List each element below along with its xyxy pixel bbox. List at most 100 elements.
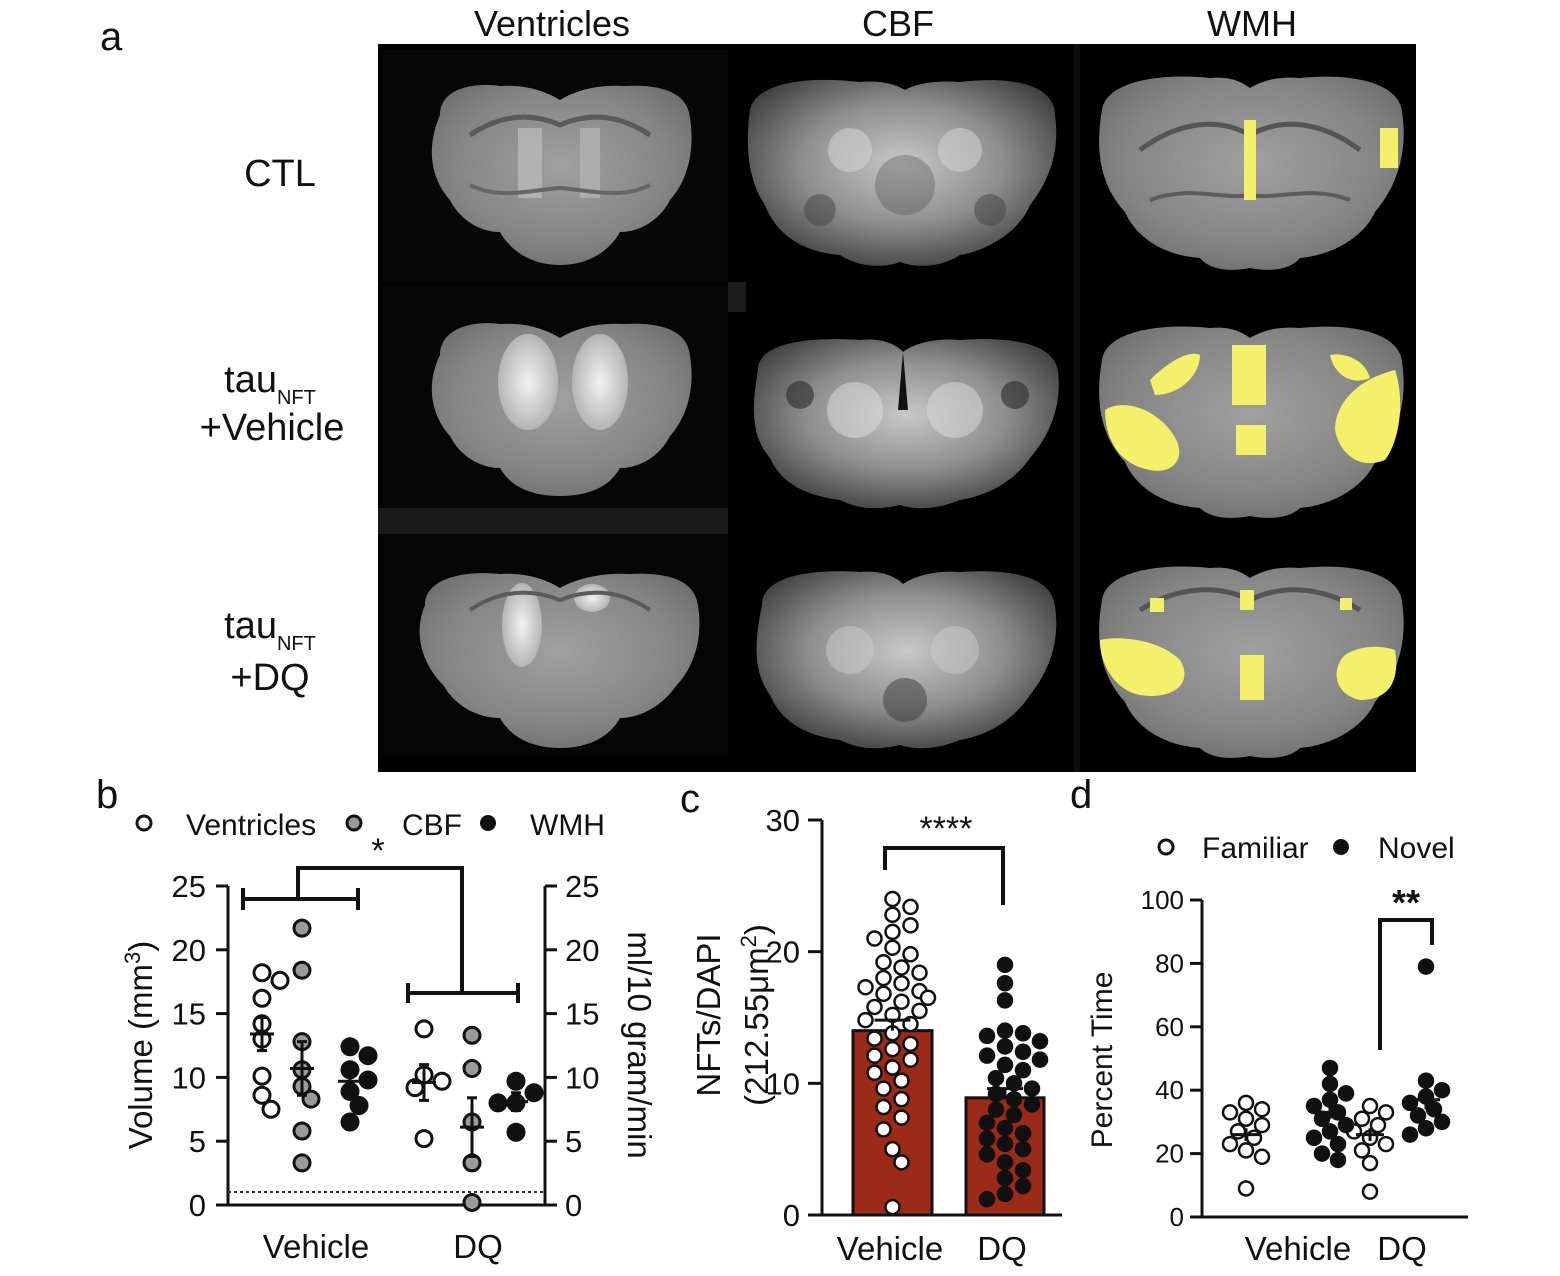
panel-c-point-vehicle xyxy=(893,975,910,992)
panel-c-point-dq xyxy=(1031,1051,1049,1068)
panel-b-y-tick-label: 25 xyxy=(172,869,206,904)
legend-label-novel: Novel xyxy=(1378,832,1455,865)
panel-c-point-dq xyxy=(1014,1177,1032,1195)
panel-c-x-tick-dq: DQ xyxy=(977,1230,1027,1267)
panel-a-label: a xyxy=(100,15,123,59)
panel-b-x-tick-dq: DQ xyxy=(453,1228,503,1265)
panel-c-point-vehicle xyxy=(875,985,892,1003)
panel-c-point-dq xyxy=(1014,1125,1032,1142)
panel-c-point-dq xyxy=(996,1119,1014,1137)
panel-d-point-familiar xyxy=(1237,1094,1255,1112)
panel-c-point-vehicle xyxy=(884,1198,901,1216)
panel-c-point-vehicle xyxy=(893,1154,910,1171)
panel-c-point-vehicle xyxy=(875,1121,892,1138)
column-header-cbf: CBF xyxy=(862,3,934,44)
panel-d-y-label: Percent Time xyxy=(1086,972,1119,1149)
legend-label-wmh: WMH xyxy=(530,809,605,842)
cbf-ctl-image xyxy=(747,79,1057,266)
panel-d-ticks: 0 20 40 60 80 100 xyxy=(1141,885,1202,1232)
panel-c-point-vehicle xyxy=(866,1047,883,1064)
panel-d-point-familiar xyxy=(1245,1129,1263,1146)
panel-c-bars xyxy=(851,1029,1046,1217)
panel-d-y-tick-label: 100 xyxy=(1141,885,1184,915)
panel-b-point-ventricles xyxy=(252,1066,272,1086)
panel-d-point-novel xyxy=(1417,1119,1435,1137)
panel-b-label: b xyxy=(96,773,118,817)
panel-c-point-vehicle xyxy=(866,930,883,947)
panel-c-point-dq xyxy=(1023,1096,1041,1113)
panel-c-y-tick-label: 20 xyxy=(766,935,800,970)
legend-marker-cbf xyxy=(345,814,363,832)
panel-b-point-wmh xyxy=(358,1046,378,1066)
panel-b-point-ventricles xyxy=(432,1071,452,1091)
panel-d-y-tick-label: 80 xyxy=(1155,948,1184,978)
panel-c-point-dq xyxy=(996,1169,1014,1187)
panel-c-point-vehicle xyxy=(919,989,937,1006)
panel-b-point-ventricles xyxy=(414,1019,434,1039)
panel-b-y-tick-label: 20 xyxy=(172,933,206,968)
panel-c-point-dq xyxy=(978,1114,996,1132)
panel-c-y-tick-label: 30 xyxy=(766,803,800,838)
panel-d-point-familiar xyxy=(1353,1110,1371,1127)
panel-c-point-vehicle xyxy=(893,1072,910,1089)
panel-c-point-vehicle xyxy=(875,1080,892,1097)
panel-b-point-cbf xyxy=(292,960,312,980)
panel-d-point-familiar xyxy=(1237,1180,1255,1197)
column-header-wmh: WMH xyxy=(1207,3,1297,44)
panel-c-point-dq xyxy=(1014,1161,1032,1179)
panel-c-point-dq xyxy=(1005,1106,1023,1124)
panel-c-point-vehicle xyxy=(875,969,892,987)
panel-b-point-wmh xyxy=(488,1093,508,1113)
panel-d-point-novel xyxy=(1417,1072,1435,1089)
panel-c-point-dq xyxy=(996,1185,1014,1203)
panel-b-ticks: 0 0 5 5 10 10 15 15 20 20 25 25 xyxy=(172,869,600,1223)
panel-b-points xyxy=(250,918,544,1212)
panel-d-chart: d Familiar Novel 0 20 40 60 80 100 Percent Ti… xyxy=(1070,773,1468,1267)
legend-marker-familiar xyxy=(1157,838,1175,856)
panel-c-point-dq xyxy=(978,1047,996,1064)
panel-d-point-novel xyxy=(1305,1129,1323,1146)
panel-c-point-dq xyxy=(978,1027,996,1045)
panel-c-point-vehicle xyxy=(902,1051,919,1068)
panel-d-point-familiar xyxy=(1253,1148,1271,1166)
panel-c-point-vehicle xyxy=(902,946,919,963)
panel-c-point-vehicle xyxy=(902,917,919,934)
panel-d-y-tick-label: 0 xyxy=(1170,1202,1184,1232)
panel-b-point-ventricles xyxy=(261,1099,281,1119)
panel-d-point-familiar xyxy=(1221,1104,1239,1121)
panel-d-point-novel xyxy=(1337,1116,1355,1134)
panel-b-point-wmh xyxy=(506,1071,526,1091)
panel-b-point-wmh xyxy=(506,1122,526,1142)
panel-b-y2-tick-label: 20 xyxy=(565,933,599,968)
ventricles-dq-image xyxy=(419,573,700,748)
panel-c-point-vehicle xyxy=(884,923,901,941)
panel-c-point-vehicle xyxy=(866,1030,883,1047)
panel-c-point-dq xyxy=(1023,1080,1041,1097)
panel-c-point-vehicle xyxy=(893,993,910,1010)
panel-d-significance-bracket xyxy=(1378,918,1434,1050)
panel-d-point-novel xyxy=(1313,1145,1331,1162)
panel-d-point-familiar xyxy=(1237,1142,1255,1159)
panel-b-point-ventricles xyxy=(270,970,290,990)
panel-c-point-dq xyxy=(1005,1090,1023,1108)
panel-b-point-wmh xyxy=(340,1037,360,1057)
panel-b-point-cbf xyxy=(292,918,312,938)
panel-d-point-novel xyxy=(1337,1085,1355,1102)
panel-d-point-novel xyxy=(1329,1151,1347,1169)
panel-c-label: c xyxy=(680,777,700,821)
panel-c-point-vehicle xyxy=(911,964,928,981)
panel-c-point-dq xyxy=(978,1146,996,1163)
panel-b-legend: Ventricles CBF WMH xyxy=(135,809,605,842)
panel-b-significance-star: * xyxy=(371,832,384,870)
panel-c-y-tick-label: 10 xyxy=(766,1066,800,1101)
panel-b-point-ventricles xyxy=(252,1085,272,1105)
panel-c-point-vehicle xyxy=(884,1140,901,1158)
panel-d-point-novel xyxy=(1321,1091,1339,1108)
panel-c-bar-vehicle xyxy=(851,1029,934,1217)
panel-d-point-familiar xyxy=(1361,1154,1379,1172)
panel-b-y2-tick-label: 15 xyxy=(565,997,599,1032)
panel-d-point-novel xyxy=(1401,1094,1419,1112)
row-label-ctl: CTL xyxy=(244,153,316,195)
panel-d-point-familiar xyxy=(1253,1100,1271,1118)
